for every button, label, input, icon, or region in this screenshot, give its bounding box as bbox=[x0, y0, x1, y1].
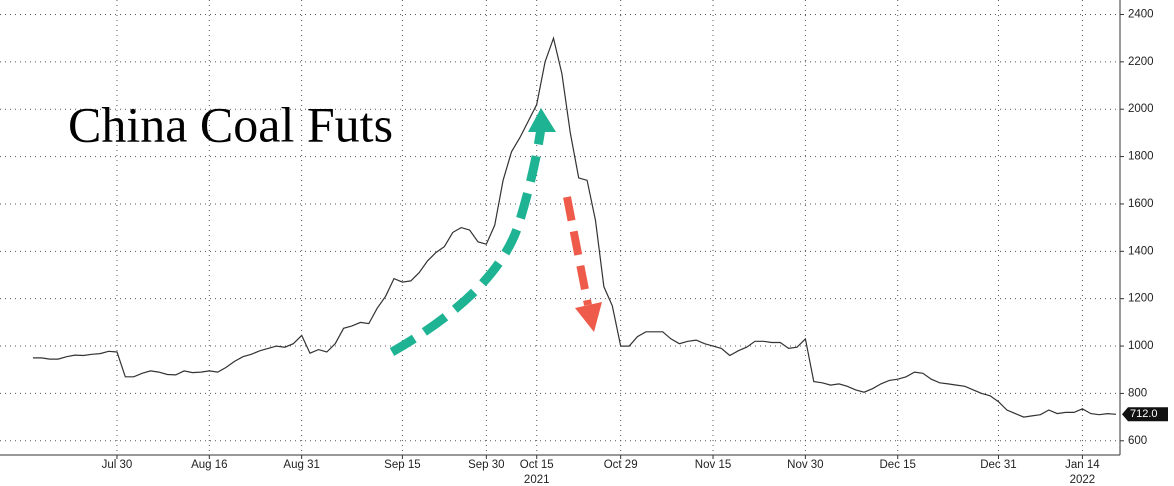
x-tick-label: Dec 31 bbox=[980, 459, 1016, 471]
x-tick-label: Dec 15 bbox=[880, 459, 916, 471]
y-tick-label: 800 bbox=[1128, 387, 1147, 399]
x-tick-label: Oct 29 bbox=[604, 459, 638, 471]
value-label-box bbox=[1122, 407, 1168, 422]
x-year-label: 2021 bbox=[524, 474, 550, 486]
x-tick-label: Jul 30 bbox=[102, 459, 133, 471]
x-tick-label: Sep 30 bbox=[468, 459, 504, 471]
x-tick-label: Aug 16 bbox=[191, 459, 227, 471]
y-tick-label: 1600 bbox=[1128, 198, 1154, 210]
x-tick-label: Sep 15 bbox=[384, 459, 420, 471]
y-tick-label: 2000 bbox=[1128, 103, 1154, 115]
x-tick-label: Aug 31 bbox=[283, 459, 319, 471]
chart-annotation: China Coal Futs bbox=[68, 96, 393, 152]
y-tick-label: 2400 bbox=[1128, 9, 1154, 21]
y-tick-label: 1800 bbox=[1128, 151, 1154, 163]
arrow-up bbox=[389, 108, 556, 356]
arrow-down bbox=[563, 196, 602, 332]
x-year-label: 2022 bbox=[1070, 474, 1096, 486]
x-tick-label: Nov 30 bbox=[787, 459, 823, 471]
value-label: 712.0 bbox=[1130, 408, 1158, 420]
x-tick-label: Nov 15 bbox=[695, 459, 731, 471]
y-tick-label: 2200 bbox=[1128, 56, 1154, 68]
price-line bbox=[33, 36, 1117, 418]
x-tick-label: Jan 14 bbox=[1065, 459, 1100, 471]
y-tick-label: 1000 bbox=[1128, 340, 1154, 352]
y-tick-label: 600 bbox=[1128, 435, 1147, 447]
x-tick-label: Oct 15 bbox=[520, 459, 554, 471]
y-tick-label: 1400 bbox=[1128, 245, 1154, 257]
y-tick-label: 1200 bbox=[1128, 293, 1154, 305]
